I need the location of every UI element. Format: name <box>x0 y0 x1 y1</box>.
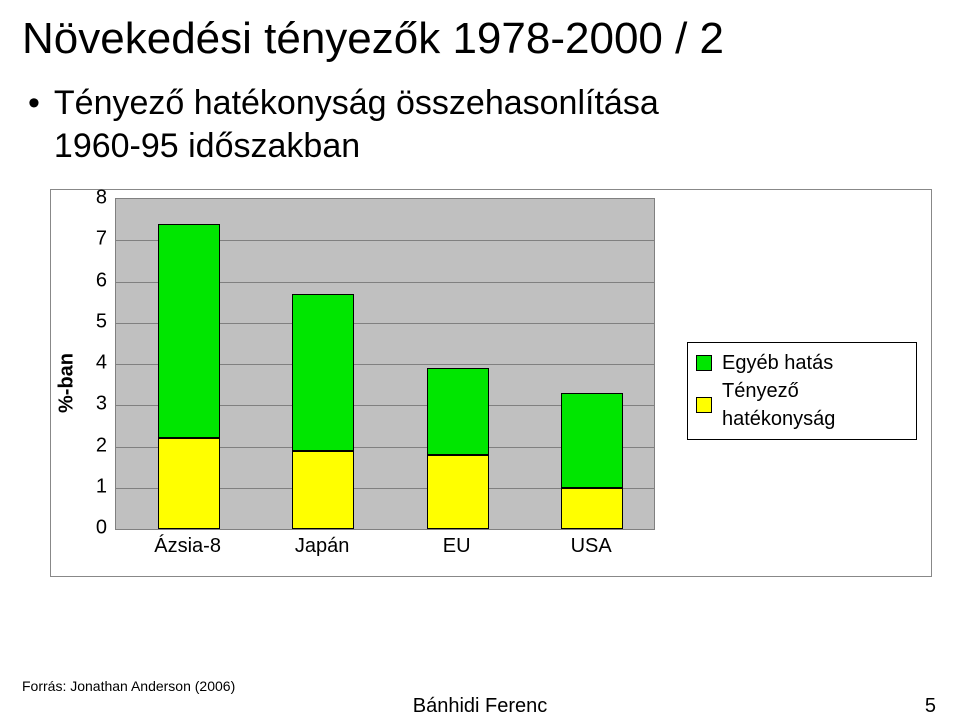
chart-container: %-ban Egyéb hatásTényező hatékonyság 0 1 2… <box>50 189 932 577</box>
x-tick-label: Japán <box>295 535 350 558</box>
y-tick-label: 3 <box>87 393 107 416</box>
bar-segment-top <box>427 368 489 455</box>
legend-item: Egyéb hatás <box>696 349 908 377</box>
y-tick-label: 1 <box>87 475 107 498</box>
bar-segment-top <box>158 224 220 439</box>
y-tick-label: 0 <box>87 517 107 540</box>
x-tick-label: USA <box>571 535 612 558</box>
legend-label: Tényező hatékonyság <box>722 377 908 433</box>
footer-page-number: 5 <box>925 695 936 718</box>
y-tick-label: 7 <box>87 228 107 251</box>
bar-segment-bottom <box>292 451 354 529</box>
legend-item: Tényező hatékonyság <box>696 377 908 433</box>
bar-segment-bottom <box>158 438 220 529</box>
bullet-dot: • <box>28 82 40 125</box>
y-axis-title: %-ban <box>56 353 79 413</box>
bar-segment-top <box>561 393 623 488</box>
bar-segment-bottom <box>561 488 623 529</box>
page-title: Növekedési tényezők 1978-2000 / 2 <box>22 14 938 64</box>
source-text: Forrás: Jonathan Anderson (2006) <box>22 678 235 694</box>
legend-swatch <box>696 397 712 413</box>
x-tick-label: EU <box>443 535 471 558</box>
bar-segment-bottom <box>427 455 489 529</box>
bullet-text: Tényező hatékonyság összehasonlítása 196… <box>54 82 659 167</box>
bullet-item: • Tényező hatékonyság összehasonlítása 1… <box>28 82 938 167</box>
footer-author: Bánhidi Ferenc <box>413 695 548 718</box>
bar-segment-top <box>292 294 354 451</box>
y-tick-label: 2 <box>87 434 107 457</box>
y-tick-label: 5 <box>87 310 107 333</box>
legend-swatch <box>696 355 712 371</box>
plot-area <box>115 198 655 530</box>
x-tick-label: Ázsia-8 <box>154 535 221 558</box>
y-tick-label: 6 <box>87 269 107 292</box>
y-tick-label: 8 <box>87 187 107 210</box>
legend: Egyéb hatásTényező hatékonyság <box>687 342 917 440</box>
legend-label: Egyéb hatás <box>722 349 833 377</box>
y-tick-label: 4 <box>87 352 107 375</box>
